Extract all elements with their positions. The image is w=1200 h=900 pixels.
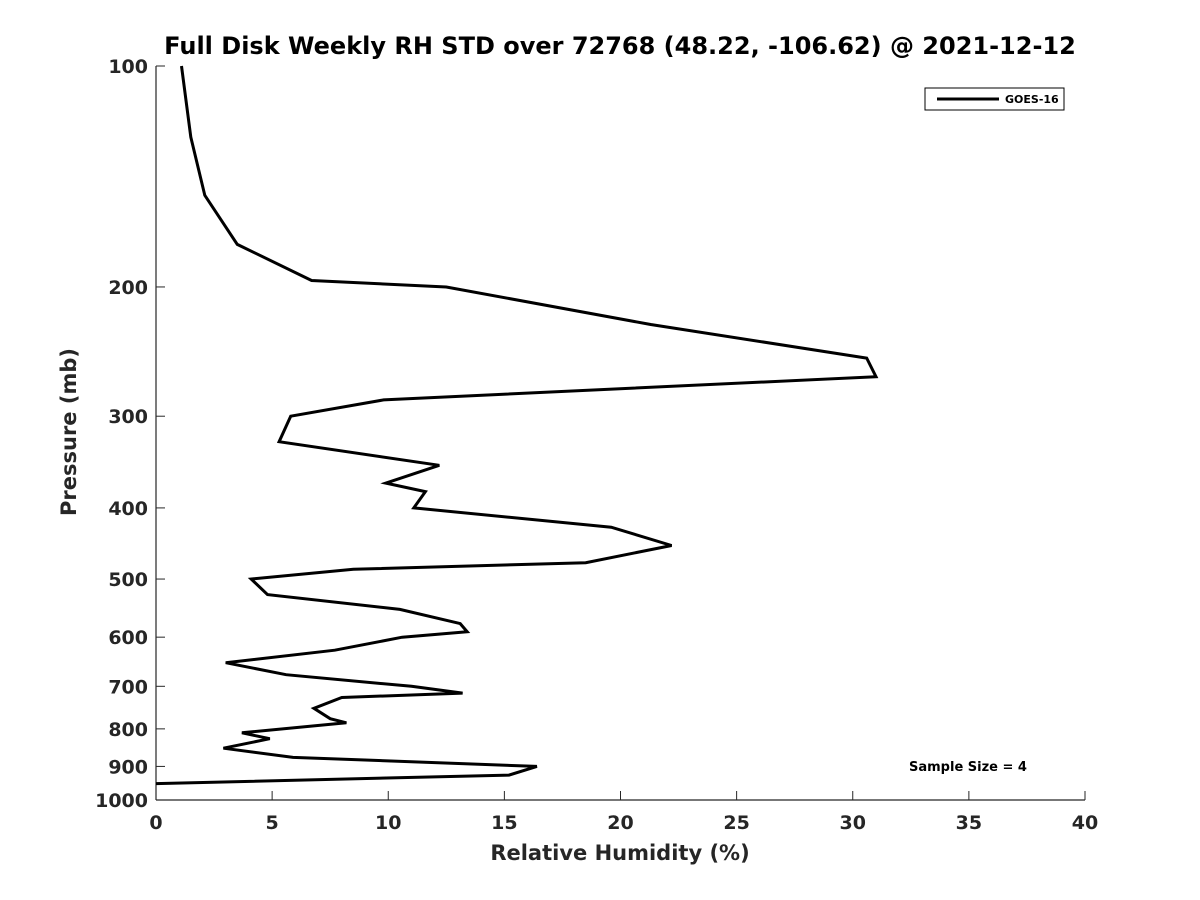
x-axis-label: Relative Humidity (%): [490, 841, 749, 865]
series-group: [155, 65, 879, 786]
y-tick-label: 200: [108, 277, 148, 299]
legend: GOES-16: [924, 87, 1065, 111]
y-tick-label: 300: [108, 406, 148, 428]
series-line-goes-16: [155, 65, 879, 786]
x-tick-label: 25: [723, 812, 749, 834]
chart-title: Full Disk Weekly RH STD over 72768 (48.2…: [164, 32, 1076, 60]
x-tick-label: 15: [491, 812, 517, 834]
x-tick-label: 30: [840, 812, 866, 834]
y-tick-label: 1000: [95, 790, 148, 812]
tick-marks: [155, 65, 1086, 801]
y-tick-label: 900: [108, 756, 148, 778]
x-tick-label: 0: [149, 812, 162, 834]
y-tick-label: 500: [108, 569, 148, 591]
x-tick-label: 10: [375, 812, 401, 834]
y-tick-label: 700: [108, 676, 148, 698]
sample-size-annotation: Sample Size = 4: [909, 760, 1027, 775]
legend-label: GOES-16: [1005, 93, 1059, 106]
y-axis-label: Pressure (mb): [57, 348, 81, 516]
x-tick-label: 35: [956, 812, 982, 834]
y-tick-label: 400: [108, 498, 148, 520]
tick-labels: 0 5 10 15 20 25 30 35 40 100 200 300 400 500 600 700 800…: [95, 56, 1098, 834]
x-tick-label: 40: [1072, 812, 1098, 834]
y-tick-label: 800: [108, 719, 148, 741]
x-tick-label: 5: [266, 812, 279, 834]
axes: [155, 66, 1085, 801]
x-tick-label: 20: [607, 812, 633, 834]
y-tick-label: 600: [108, 627, 148, 649]
y-tick-label: 100: [108, 56, 148, 78]
